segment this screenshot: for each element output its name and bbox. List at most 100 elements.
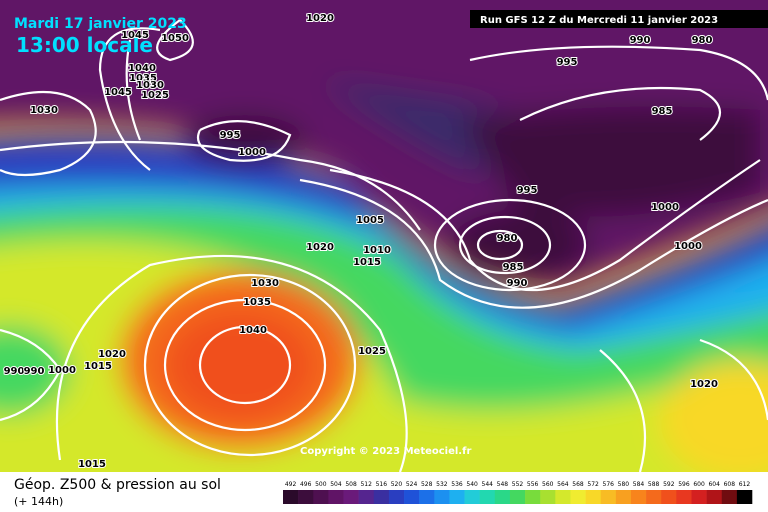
colorbar-swatch xyxy=(736,490,753,504)
isobar-label: 1030 xyxy=(251,278,279,289)
isobar-label: 1025 xyxy=(141,90,169,101)
isobar-label: 1000 xyxy=(238,147,266,158)
colorbar-label: 524 xyxy=(406,481,418,488)
isobar-label: 1050 xyxy=(161,33,189,44)
colorbar-swatch xyxy=(358,490,375,504)
isobar-label: 1005 xyxy=(356,215,384,226)
date-label: Mardi 17 janvier 2023 xyxy=(14,16,187,32)
colorbar-label: 540 xyxy=(466,481,478,488)
colorbar-label: 576 xyxy=(603,481,615,488)
colorbar-label: 508 xyxy=(345,481,357,488)
isobar-label: 985 xyxy=(503,262,524,273)
colorbar-label: 588 xyxy=(648,481,660,488)
colorbar-label: 568 xyxy=(572,481,584,488)
colorbar-label: 584 xyxy=(633,481,645,488)
colorbar-swatch xyxy=(404,490,420,504)
colorbar-label: 528 xyxy=(421,481,433,488)
colorbar-label: 532 xyxy=(436,481,448,488)
isobars xyxy=(0,19,768,472)
colorbar-swatch xyxy=(328,490,344,504)
colorbar-swatch xyxy=(419,490,435,504)
colorbar-swatch xyxy=(283,490,299,504)
colorbar-label: 600 xyxy=(693,481,705,488)
copyright: Copyright © 2023 Meteociel.fr xyxy=(300,446,471,457)
isobar-label: 1020 xyxy=(306,242,334,253)
colorbar-label: 564 xyxy=(557,481,569,488)
colorbar-swatch xyxy=(298,490,314,504)
isobar-label: 980 xyxy=(692,35,713,46)
isobar-label: 1015 xyxy=(84,361,112,372)
colorbar-label: 544 xyxy=(482,481,494,488)
isobar-label: 1030 xyxy=(30,105,58,116)
colorbar-swatch xyxy=(615,490,632,504)
colorbar-swatch xyxy=(494,490,511,504)
colorbar-swatch xyxy=(313,490,329,504)
isobar-label: 1020 xyxy=(690,379,718,390)
colorbar-swatch xyxy=(388,490,405,504)
isobar-label: 1000 xyxy=(48,365,76,376)
isobar-label: 1015 xyxy=(78,459,106,470)
run-banner xyxy=(470,10,768,28)
isobar-label: 1000 xyxy=(651,202,679,213)
colorbar-label: 556 xyxy=(527,481,539,488)
colorbar-swatch xyxy=(509,490,526,504)
colorbar-swatch xyxy=(464,490,480,504)
colorbar-swatch xyxy=(706,490,723,504)
colorbar-swatch xyxy=(570,490,586,504)
colorbar-swatch xyxy=(373,490,390,504)
isobar-label: 990 xyxy=(630,35,651,46)
colorbar-label: 608 xyxy=(724,481,736,488)
isobar-label: 1020 xyxy=(98,349,126,360)
isobar-label: 1015 xyxy=(353,257,381,268)
colorbar-label: 612 xyxy=(739,481,751,488)
isobar-label: 985 xyxy=(652,106,673,117)
colorbar-label: 500 xyxy=(315,481,327,488)
isobar-label: 1025 xyxy=(358,346,386,357)
colorbar-label: 516 xyxy=(376,481,388,488)
colorbar-swatch xyxy=(540,490,556,504)
colorbar-swatch xyxy=(343,490,359,504)
isobar-label: 1030 xyxy=(136,80,164,91)
isobar-label: 1045 xyxy=(121,30,149,41)
colorbar: 492 496 500 504 508 512 516 520 524 528 532 536 540 5… xyxy=(283,481,753,504)
colorbar-swatch xyxy=(661,490,677,504)
isobar-label: 1020 xyxy=(306,13,334,24)
isobar-label: 990 xyxy=(4,366,25,377)
colorbar-swatch xyxy=(676,490,692,504)
colorbar-swatch xyxy=(630,490,647,504)
isobar-label: 995 xyxy=(557,57,578,68)
run-label: Run GFS 12 Z du Mercredi 11 janvier 2023 xyxy=(480,15,718,26)
isobar-label: 1045 xyxy=(104,87,132,98)
colorbar-swatch xyxy=(646,490,662,504)
isobar-label: 1010 xyxy=(363,245,391,256)
isobar-label: 980 xyxy=(497,233,518,244)
colorbar-label: 580 xyxy=(618,481,630,488)
colorbar-swatch xyxy=(434,490,450,504)
colorbar-swatch xyxy=(585,490,602,504)
colorbar-label: 496 xyxy=(300,481,312,488)
isobar-label: 995 xyxy=(517,185,538,196)
colorbar-label: 560 xyxy=(542,481,554,488)
isobar-label: 1035 xyxy=(243,297,271,308)
colorbar-swatch xyxy=(721,490,738,504)
colorbar-label: 552 xyxy=(512,481,524,488)
colorbar-swatch xyxy=(691,490,707,504)
colorbar-swatch xyxy=(479,490,496,504)
colorbar-swatch xyxy=(555,490,571,504)
colorbar-label: 520 xyxy=(391,481,403,488)
colorbar-label: 504 xyxy=(330,481,342,488)
isobar-label: 990 xyxy=(24,366,45,377)
colorbar-label: 604 xyxy=(708,481,720,488)
footer-title: Géop. Z500 & pression au sol xyxy=(14,477,221,493)
isobar-labels: 1020105010451040103510301025104510309951… xyxy=(3,12,719,471)
isobar-label: 1040 xyxy=(128,63,156,74)
colorbar-label: 596 xyxy=(678,481,690,488)
isobar-label: 1000 xyxy=(674,241,702,252)
colorbar-label: 536 xyxy=(451,481,463,488)
colorbar-label: 492 xyxy=(285,481,297,488)
colorbar-swatch xyxy=(525,490,541,504)
colorbar-swatch xyxy=(600,490,617,504)
colorbar-label: 572 xyxy=(587,481,599,488)
